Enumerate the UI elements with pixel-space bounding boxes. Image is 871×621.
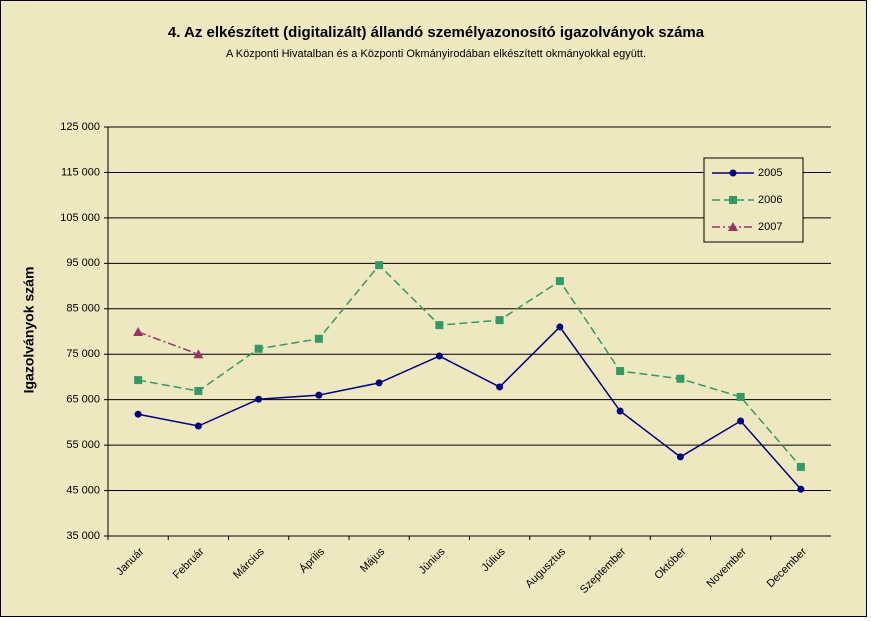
y-tick-label: 85 000: [66, 303, 100, 315]
series-line: [137, 325, 802, 490]
y-tick-label: 95 000: [66, 257, 100, 269]
series-line: [137, 264, 802, 468]
legend-label: 2005: [758, 167, 782, 179]
legend-label: 2007: [758, 221, 782, 233]
y-tick-label: 115 000: [61, 166, 100, 178]
marker: [737, 417, 745, 425]
marker: [796, 462, 805, 471]
marker: [495, 316, 504, 325]
marker: [556, 323, 564, 331]
y-tick-label: 125 000: [60, 121, 100, 133]
marker: [676, 453, 684, 461]
marker: [375, 261, 384, 270]
marker: [194, 422, 202, 430]
legend: 2005 2006 2007: [703, 157, 804, 243]
marker: [496, 383, 504, 391]
y-tick-label: 65 000: [66, 394, 100, 406]
y-tick-label: 105 000: [60, 212, 100, 224]
marker: [254, 344, 263, 353]
marker: [133, 326, 144, 336]
y-tick-label: 45 000: [66, 484, 100, 496]
marker: [728, 222, 738, 231]
y-tick-label: 55 000: [66, 439, 100, 451]
marker: [255, 395, 263, 403]
marker: [134, 376, 143, 385]
marker: [134, 410, 142, 418]
chart-title: 4. Az elkészített (digitalizált) állandó…: [168, 24, 705, 41]
marker: [194, 387, 203, 396]
y-axis-label: Igazolványok szám: [21, 267, 37, 394]
marker: [193, 349, 204, 359]
marker: [616, 407, 624, 415]
legend-label: 2006: [758, 194, 782, 206]
marker: [797, 485, 805, 493]
y-tick-label: 35 000: [66, 530, 100, 542]
marker: [729, 196, 737, 204]
y-tick-label: 75 000: [66, 348, 100, 360]
marker: [375, 379, 383, 387]
marker: [729, 169, 737, 177]
marker: [314, 334, 323, 343]
marker: [616, 367, 625, 376]
marker: [736, 392, 745, 401]
chart-subtitle: A Központi Hivatalban és a Központi Okmá…: [226, 48, 646, 60]
marker: [676, 374, 685, 383]
marker: [435, 321, 444, 330]
series-line: [137, 331, 199, 355]
marker: [555, 277, 564, 286]
marker: [435, 352, 443, 360]
marker: [315, 391, 323, 399]
